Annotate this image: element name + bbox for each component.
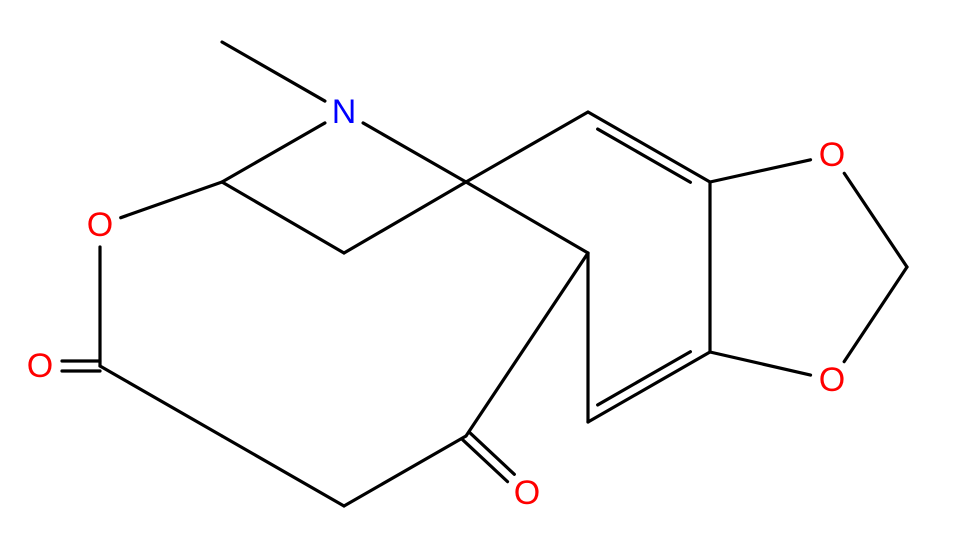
atom-label-n: N xyxy=(332,93,357,131)
bond xyxy=(466,182,588,253)
bond xyxy=(100,366,222,436)
bond xyxy=(466,112,588,182)
bond xyxy=(363,123,466,182)
atom-label-o: O xyxy=(87,206,113,244)
bond xyxy=(222,182,344,253)
bond xyxy=(588,112,710,182)
atom-label-o: O xyxy=(27,347,53,385)
bond xyxy=(222,123,325,182)
atom-label-o: O xyxy=(819,361,845,399)
atom-label-o: O xyxy=(819,136,845,174)
bonds-group xyxy=(62,42,907,506)
bond xyxy=(222,436,344,506)
bond xyxy=(344,436,466,506)
bond xyxy=(844,173,907,267)
bond xyxy=(710,160,811,182)
bond xyxy=(710,352,811,375)
bond xyxy=(466,253,588,436)
bond xyxy=(598,129,691,182)
bond xyxy=(121,182,222,218)
bond xyxy=(588,352,710,422)
bond xyxy=(598,352,691,405)
atoms-group: N O O O O O xyxy=(27,93,845,512)
atom-label-o: O xyxy=(514,474,540,512)
bond xyxy=(844,267,907,362)
bond xyxy=(222,42,325,101)
molecule-diagram: N O O O O O xyxy=(0,0,958,545)
bond xyxy=(344,182,466,253)
